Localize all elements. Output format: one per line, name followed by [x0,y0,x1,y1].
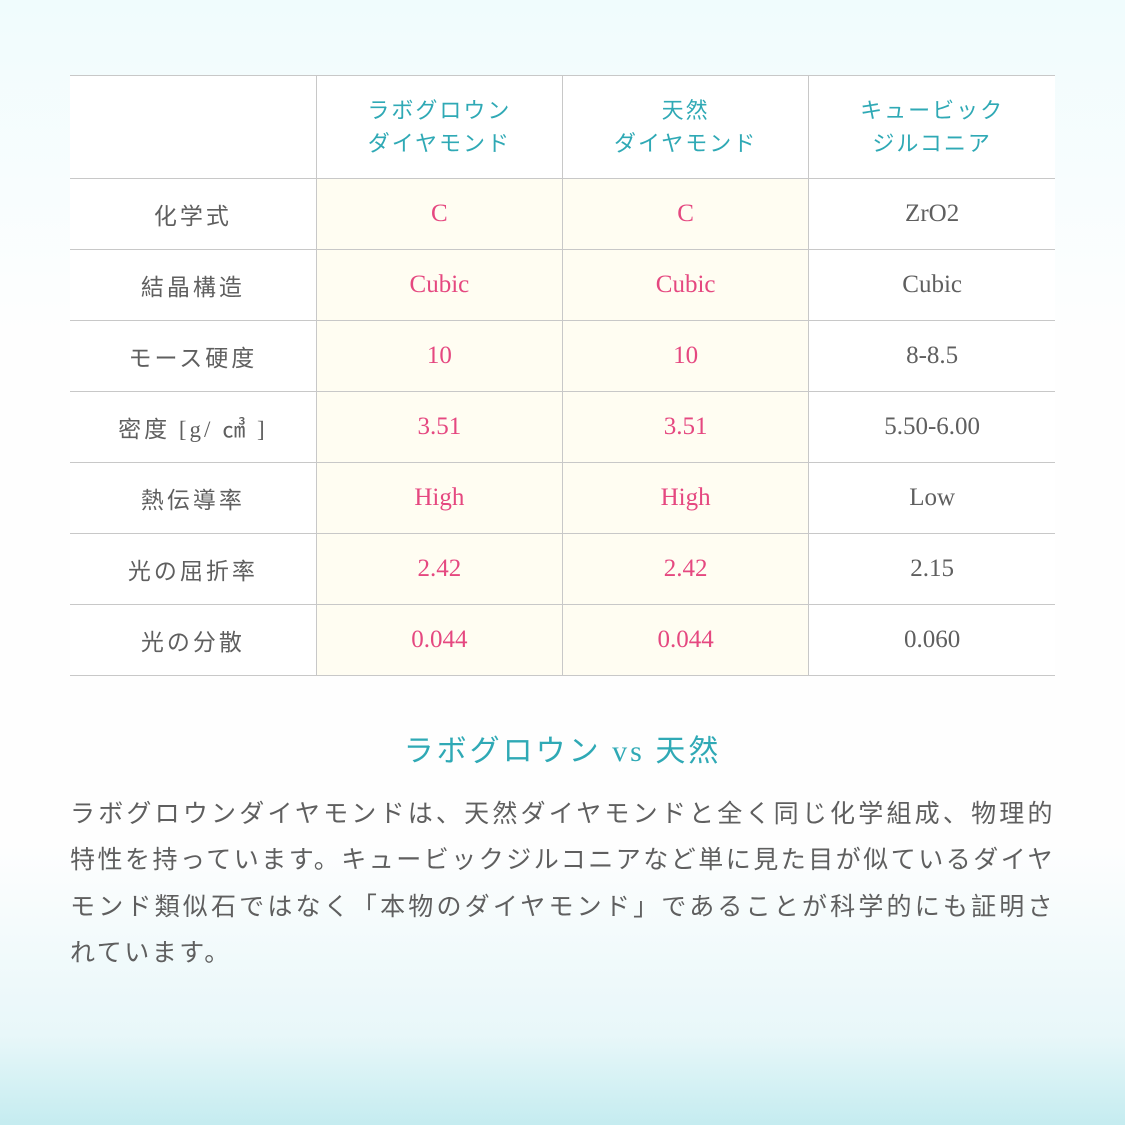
table-row: 密度 [g/ ㎤ ] 3.51 3.51 5.50-6.00 [70,392,1055,463]
cell-lab: 2.42 [316,534,562,605]
cell-cz: 2.15 [809,534,1055,605]
row-label: 化学式 [70,179,316,250]
table-row: 光の屈折率 2.42 2.42 2.15 [70,534,1055,605]
cell-cz: 5.50-6.00 [809,392,1055,463]
cell-natural: High [563,463,809,534]
caption-body: ラボグロウンダイヤモンドは、天然ダイヤモンドと全く同じ化学組成、物理的特性を持っ… [70,792,1055,977]
cell-lab: 10 [316,321,562,392]
cell-lab: C [316,179,562,250]
row-label: 光の屈折率 [70,534,316,605]
cell-cz: 0.060 [809,605,1055,676]
cell-natural: 3.51 [563,392,809,463]
cell-cz: 8-8.5 [809,321,1055,392]
row-label: 密度 [g/ ㎤ ] [70,392,316,463]
comparison-table: ラボグロウンダイヤモンド 天然ダイヤモンド キュービックジルコニア 化学式 C … [70,75,1055,676]
cell-natural: 10 [563,321,809,392]
cell-natural: C [563,179,809,250]
table-row: 光の分散 0.044 0.044 0.060 [70,605,1055,676]
column-header-lab: ラボグロウンダイヤモンド [316,76,562,179]
column-header-natural: 天然ダイヤモンド [563,76,809,179]
cell-lab: 0.044 [316,605,562,676]
table-row: 化学式 C C ZrO2 [70,179,1055,250]
column-header-cz: キュービックジルコニア [809,76,1055,179]
table-row: モース硬度 10 10 8-8.5 [70,321,1055,392]
cell-cz: Low [809,463,1055,534]
cell-cz: Cubic [809,250,1055,321]
row-label: 光の分散 [70,605,316,676]
row-label: 熱伝導率 [70,463,316,534]
row-label: 結晶構造 [70,250,316,321]
table-row: 熱伝導率 High High Low [70,463,1055,534]
cell-cz: ZrO2 [809,179,1055,250]
cell-lab: 3.51 [316,392,562,463]
table-body: 化学式 C C ZrO2 結晶構造 Cubic Cubic Cubic モース硬… [70,179,1055,676]
cell-lab: Cubic [316,250,562,321]
cell-natural: 0.044 [563,605,809,676]
caption-title: ラボグロウン vs 天然 [70,726,1055,770]
row-label: モース硬度 [70,321,316,392]
table-corner-cell [70,76,316,179]
cell-natural: 2.42 [563,534,809,605]
table-row: 結晶構造 Cubic Cubic Cubic [70,250,1055,321]
cell-lab: High [316,463,562,534]
cell-natural: Cubic [563,250,809,321]
